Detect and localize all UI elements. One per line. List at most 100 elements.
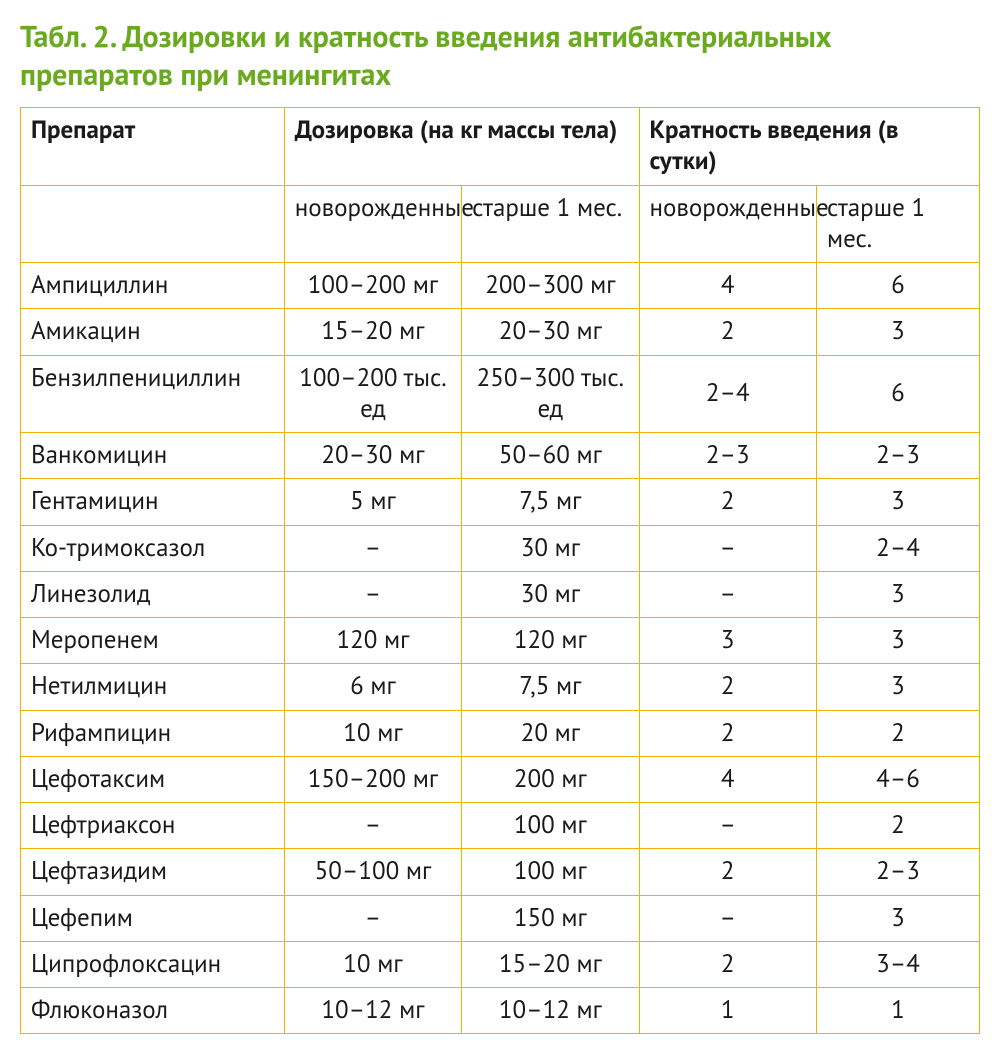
cell-dose-older: 20–30 мг — [462, 309, 639, 355]
cell-freq-newborn: – — [639, 803, 816, 849]
cell-dose-newborn: 15–20 мг — [284, 309, 461, 355]
cell-freq-newborn: 2–4 — [639, 355, 816, 433]
col-freq-newborn: новорожденные — [639, 185, 816, 263]
cell-dose-older: 100 мг — [462, 803, 639, 849]
cell-freq-newborn: 2 — [639, 664, 816, 710]
cell-freq-newborn: 2–3 — [639, 433, 816, 479]
table-title-label: Табл. 2 — [20, 17, 110, 56]
cell-dose-older: 200 мг — [462, 756, 639, 802]
table-row: Нетилмицин6 мг7,5 мг23 — [21, 664, 980, 710]
table-row: Цефотаксим150–200 мг200 мг44–6 — [21, 756, 980, 802]
table-title-rest: . Дозировки и кратность введения антибак… — [20, 17, 831, 94]
table-row: Ко-тримоксазол–30 мг–2–4 — [21, 525, 980, 571]
cell-dose-older: 150 мг — [462, 895, 639, 941]
cell-drug-name: Ципрофлоксацин — [21, 941, 285, 987]
table-row: Рифампицин10 мг20 мг22 — [21, 710, 980, 756]
header-row-2: новорожденные старше 1 мес. новорожденны… — [21, 185, 980, 263]
cell-dose-newborn: 6 мг — [284, 664, 461, 710]
cell-drug-name: Ампициллин — [21, 263, 285, 309]
cell-freq-newborn: 2 — [639, 479, 816, 525]
cell-drug-name: Амикацин — [21, 309, 285, 355]
cell-drug-name: Линезолид — [21, 571, 285, 617]
cell-drug-name: Меропенем — [21, 618, 285, 664]
cell-dose-older: 120 мг — [462, 618, 639, 664]
table-row: Амикацин15–20 мг20–30 мг23 — [21, 309, 980, 355]
cell-freq-newborn: – — [639, 571, 816, 617]
cell-dose-older: 30 мг — [462, 525, 639, 571]
cell-freq-older: 3 — [816, 571, 979, 617]
cell-dose-newborn: 20–30 мг — [284, 433, 461, 479]
cell-freq-older: 3 — [816, 618, 979, 664]
cell-freq-newborn: 1 — [639, 988, 816, 1034]
cell-dose-newborn: – — [284, 525, 461, 571]
cell-dose-older: 200–300 мг — [462, 263, 639, 309]
cell-drug-name: Цефотаксим — [21, 756, 285, 802]
cell-dose-older: 30 мг — [462, 571, 639, 617]
table-row: Гентамицин5 мг7,5 мг23 — [21, 479, 980, 525]
table-body: Ампициллин100–200 мг200–300 мг46Амикацин… — [21, 263, 980, 1034]
table-row: Линезолид–30 мг–3 — [21, 571, 980, 617]
cell-dose-newborn: 50–100 мг — [284, 849, 461, 895]
cell-freq-older: 3–4 — [816, 941, 979, 987]
cell-dose-newborn: 100–200 тыс. ед — [284, 355, 461, 433]
cell-dose-newborn: 5 мг — [284, 479, 461, 525]
cell-freq-older: 4–6 — [816, 756, 979, 802]
cell-drug-name: Рифампицин — [21, 710, 285, 756]
table-title: Табл. 2. Дозировки и кратность введения … — [20, 18, 980, 93]
cell-freq-newborn: 2 — [639, 849, 816, 895]
cell-freq-newborn: 4 — [639, 263, 816, 309]
cell-freq-older: 2–3 — [816, 433, 979, 479]
cell-freq-older: 3 — [816, 479, 979, 525]
col-dose-older: старше 1 мес. — [462, 185, 639, 263]
table-row: Ципрофлоксацин10 мг15–20 мг23–4 — [21, 941, 980, 987]
cell-drug-name: Ко-тримоксазол — [21, 525, 285, 571]
cell-freq-newborn: 2 — [639, 941, 816, 987]
cell-dose-older: 20 мг — [462, 710, 639, 756]
cell-freq-older: 1 — [816, 988, 979, 1034]
table-row: Меропенем120 мг120 мг33 — [21, 618, 980, 664]
cell-dose-newborn: 150–200 мг — [284, 756, 461, 802]
cell-freq-newborn: 4 — [639, 756, 816, 802]
col-drug: Препарат — [21, 108, 285, 186]
cell-dose-newborn: – — [284, 803, 461, 849]
cell-freq-newborn: 2 — [639, 710, 816, 756]
cell-dose-newborn: 10 мг — [284, 941, 461, 987]
cell-dose-older: 100 мг — [462, 849, 639, 895]
cell-freq-older: 2–4 — [816, 525, 979, 571]
cell-dose-older: 50–60 мг — [462, 433, 639, 479]
table-row: Бензилпенициллин100–200 тыс. ед250–300 т… — [21, 355, 980, 433]
cell-freq-newborn: – — [639, 525, 816, 571]
cell-dose-newborn: 10 мг — [284, 710, 461, 756]
cell-drug-name: Цефепим — [21, 895, 285, 941]
table-row: Ванкомицин20–30 мг50–60 мг2–32–3 — [21, 433, 980, 479]
cell-dose-older: 10–12 мг — [462, 988, 639, 1034]
col-dose: Дозировка (на кг массы тела) — [284, 108, 639, 186]
cell-dose-older: 250–300 тыс. ед — [462, 355, 639, 433]
cell-drug-name: Бензилпенициллин — [21, 355, 285, 433]
cell-freq-newborn: 3 — [639, 618, 816, 664]
col-freq: Кратность введения (в сутки) — [639, 108, 979, 186]
cell-freq-older: 6 — [816, 263, 979, 309]
dosage-table: Препарат Дозировка (на кг массы тела) Кр… — [20, 107, 980, 1034]
cell-freq-older: 3 — [816, 664, 979, 710]
col-dose-newborn: новорожденные — [284, 185, 461, 263]
cell-dose-newborn: 10–12 мг — [284, 988, 461, 1034]
cell-dose-newborn: – — [284, 571, 461, 617]
cell-dose-newborn: 120 мг — [284, 618, 461, 664]
table-row: Ампициллин100–200 мг200–300 мг46 — [21, 263, 980, 309]
cell-dose-older: 7,5 мг — [462, 664, 639, 710]
cell-freq-older: 2 — [816, 710, 979, 756]
col-freq-older: старше 1 мес. — [816, 185, 979, 263]
cell-dose-older: 7,5 мг — [462, 479, 639, 525]
table-row: Цефепим–150 мг–3 — [21, 895, 980, 941]
cell-freq-older: 3 — [816, 309, 979, 355]
table-row: Цефтриаксон–100 мг–2 — [21, 803, 980, 849]
header-row-1: Препарат Дозировка (на кг массы тела) Кр… — [21, 108, 980, 186]
cell-drug-name: Флюконазол — [21, 988, 285, 1034]
cell-dose-newborn: 100–200 мг — [284, 263, 461, 309]
cell-drug-name: Гентамицин — [21, 479, 285, 525]
cell-freq-older: 3 — [816, 895, 979, 941]
cell-freq-newborn: – — [639, 895, 816, 941]
cell-freq-older: 2 — [816, 803, 979, 849]
cell-dose-older: 15–20 мг — [462, 941, 639, 987]
